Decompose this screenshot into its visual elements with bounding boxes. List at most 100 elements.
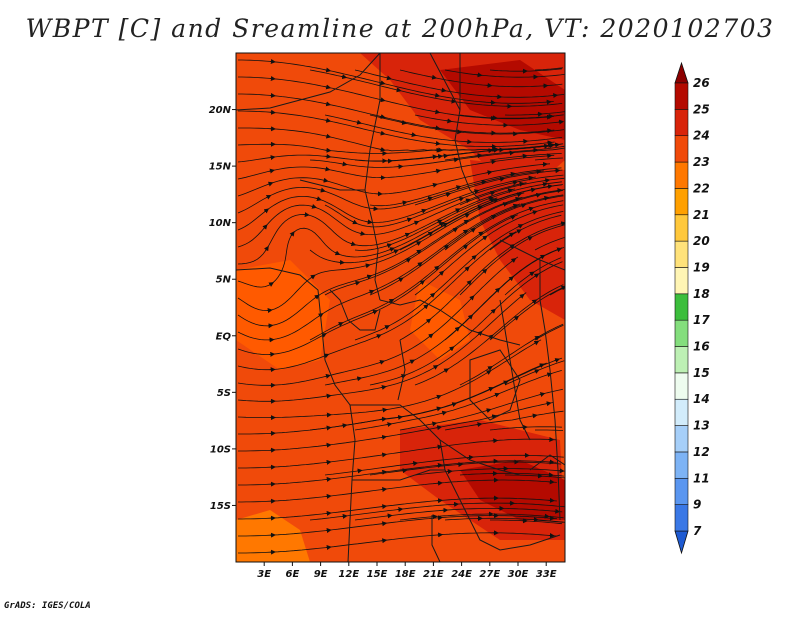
streamline-arrow <box>325 67 332 73</box>
streamline-arrow <box>519 293 525 299</box>
streamline-arrow <box>489 190 496 196</box>
streamline-arrow <box>556 247 563 253</box>
streamline <box>414 468 563 476</box>
streamline-arrow <box>380 384 387 390</box>
streamline-arrow <box>359 230 366 236</box>
streamline-arrow <box>543 143 550 149</box>
colorbar-label: 23 <box>693 155 710 169</box>
streamline-arrow <box>490 215 497 220</box>
streamline-arrow <box>397 506 404 512</box>
colorbar-label: 11 <box>693 471 710 485</box>
streamline-arrow <box>491 414 498 420</box>
streamline-arrow <box>436 444 443 450</box>
streamline-arrow <box>513 315 520 321</box>
streamline-arrow <box>443 244 450 250</box>
streamline-arrow <box>381 504 388 510</box>
streamline-arrow <box>534 335 541 341</box>
streamline-arrow <box>425 318 432 324</box>
colorbar-label: 15 <box>693 366 710 380</box>
streamline-arrow <box>490 308 496 314</box>
lon-label: 15E <box>367 569 388 580</box>
streamline-arrow <box>533 273 540 279</box>
longitude-labels: 3E 6E 9E 12E 15E 18E 21E 24E 27E 30E 33E <box>257 562 557 580</box>
lat-label: 15N <box>209 162 232 173</box>
streamline-arrow <box>381 469 388 475</box>
border-line <box>539 260 561 521</box>
streamline-arrow <box>393 249 399 254</box>
streamline-arrow <box>368 289 375 295</box>
colorbar-box <box>674 477 689 505</box>
lat-label: 5N <box>216 275 232 286</box>
streamline-arrow <box>263 208 270 214</box>
streamline <box>535 429 564 431</box>
streamline-arrow <box>534 369 540 374</box>
streamline-arrow <box>520 203 527 209</box>
border-line <box>236 53 381 111</box>
streamline-arrow <box>452 227 459 233</box>
streamline-arrow <box>325 459 332 465</box>
streamline-arrow <box>535 169 542 175</box>
streamline-arrow <box>529 271 535 277</box>
lon-label: 9E <box>314 569 328 580</box>
border-line <box>364 53 381 301</box>
colorbar-box <box>674 214 689 242</box>
streamline-arrow <box>356 119 363 125</box>
streamline-arrow <box>324 166 331 172</box>
streamline <box>414 169 563 206</box>
streamline-arrow <box>510 215 516 220</box>
streamline-arrow <box>381 538 388 544</box>
streamline <box>414 114 563 126</box>
lon-label: 21E <box>423 569 444 580</box>
streamline-arrow <box>482 235 488 241</box>
streamline-arrow <box>508 276 514 282</box>
streamline-arrow <box>379 130 386 136</box>
streamlines <box>237 59 565 555</box>
streamline-arrow <box>269 155 276 161</box>
streamline-arrow <box>560 285 565 291</box>
streamline-arrow <box>494 392 500 398</box>
streamline-arrow <box>477 205 483 211</box>
colorbar-box <box>674 82 689 110</box>
streamline-arrow <box>354 280 361 286</box>
streamline <box>238 76 555 120</box>
streamline-arrow <box>455 208 461 213</box>
colorbar-box <box>674 372 689 400</box>
streamline <box>237 182 527 248</box>
streamline-arrow <box>325 133 332 139</box>
streamline-arrow <box>464 266 470 272</box>
streamline <box>444 145 565 161</box>
streamline-arrow <box>436 219 443 225</box>
colorbar-label: 16 <box>693 340 710 354</box>
streamline-arrow <box>352 219 358 225</box>
streamline-arrow <box>405 258 412 263</box>
streamline-arrow <box>325 544 332 550</box>
streamline <box>489 286 565 341</box>
streamline-arrow <box>381 407 388 413</box>
streamline-arrow <box>401 120 408 125</box>
streamline <box>237 214 518 355</box>
colorbar-label: 13 <box>693 419 710 433</box>
latitude-labels: 20N 15N 10N 5N EQ 5S 10S 15S <box>209 105 236 512</box>
border-line <box>499 239 565 271</box>
streamline-arrow <box>438 270 445 276</box>
streamline <box>534 157 563 161</box>
streamline <box>237 170 544 214</box>
streamline-arrow <box>356 468 363 474</box>
streamline-arrow <box>432 182 438 188</box>
colorbar-label: 26 <box>693 76 710 90</box>
streamline <box>444 69 565 78</box>
streamline-arrow <box>427 196 434 201</box>
streamline-arrow <box>434 140 441 146</box>
streamline-arrow <box>476 72 483 78</box>
temperature-field <box>236 53 565 562</box>
streamline-arrow <box>442 222 449 228</box>
streamline-arrow <box>516 192 523 198</box>
streamline-arrow <box>350 241 357 247</box>
streamline-arrow <box>325 117 332 123</box>
streamline-arrow <box>325 527 332 533</box>
streamline-arrow <box>379 360 385 365</box>
streamline-arrow <box>266 307 273 313</box>
streamline-arrow <box>435 168 442 174</box>
border-line <box>236 267 356 562</box>
streamline-arrow <box>386 243 393 249</box>
